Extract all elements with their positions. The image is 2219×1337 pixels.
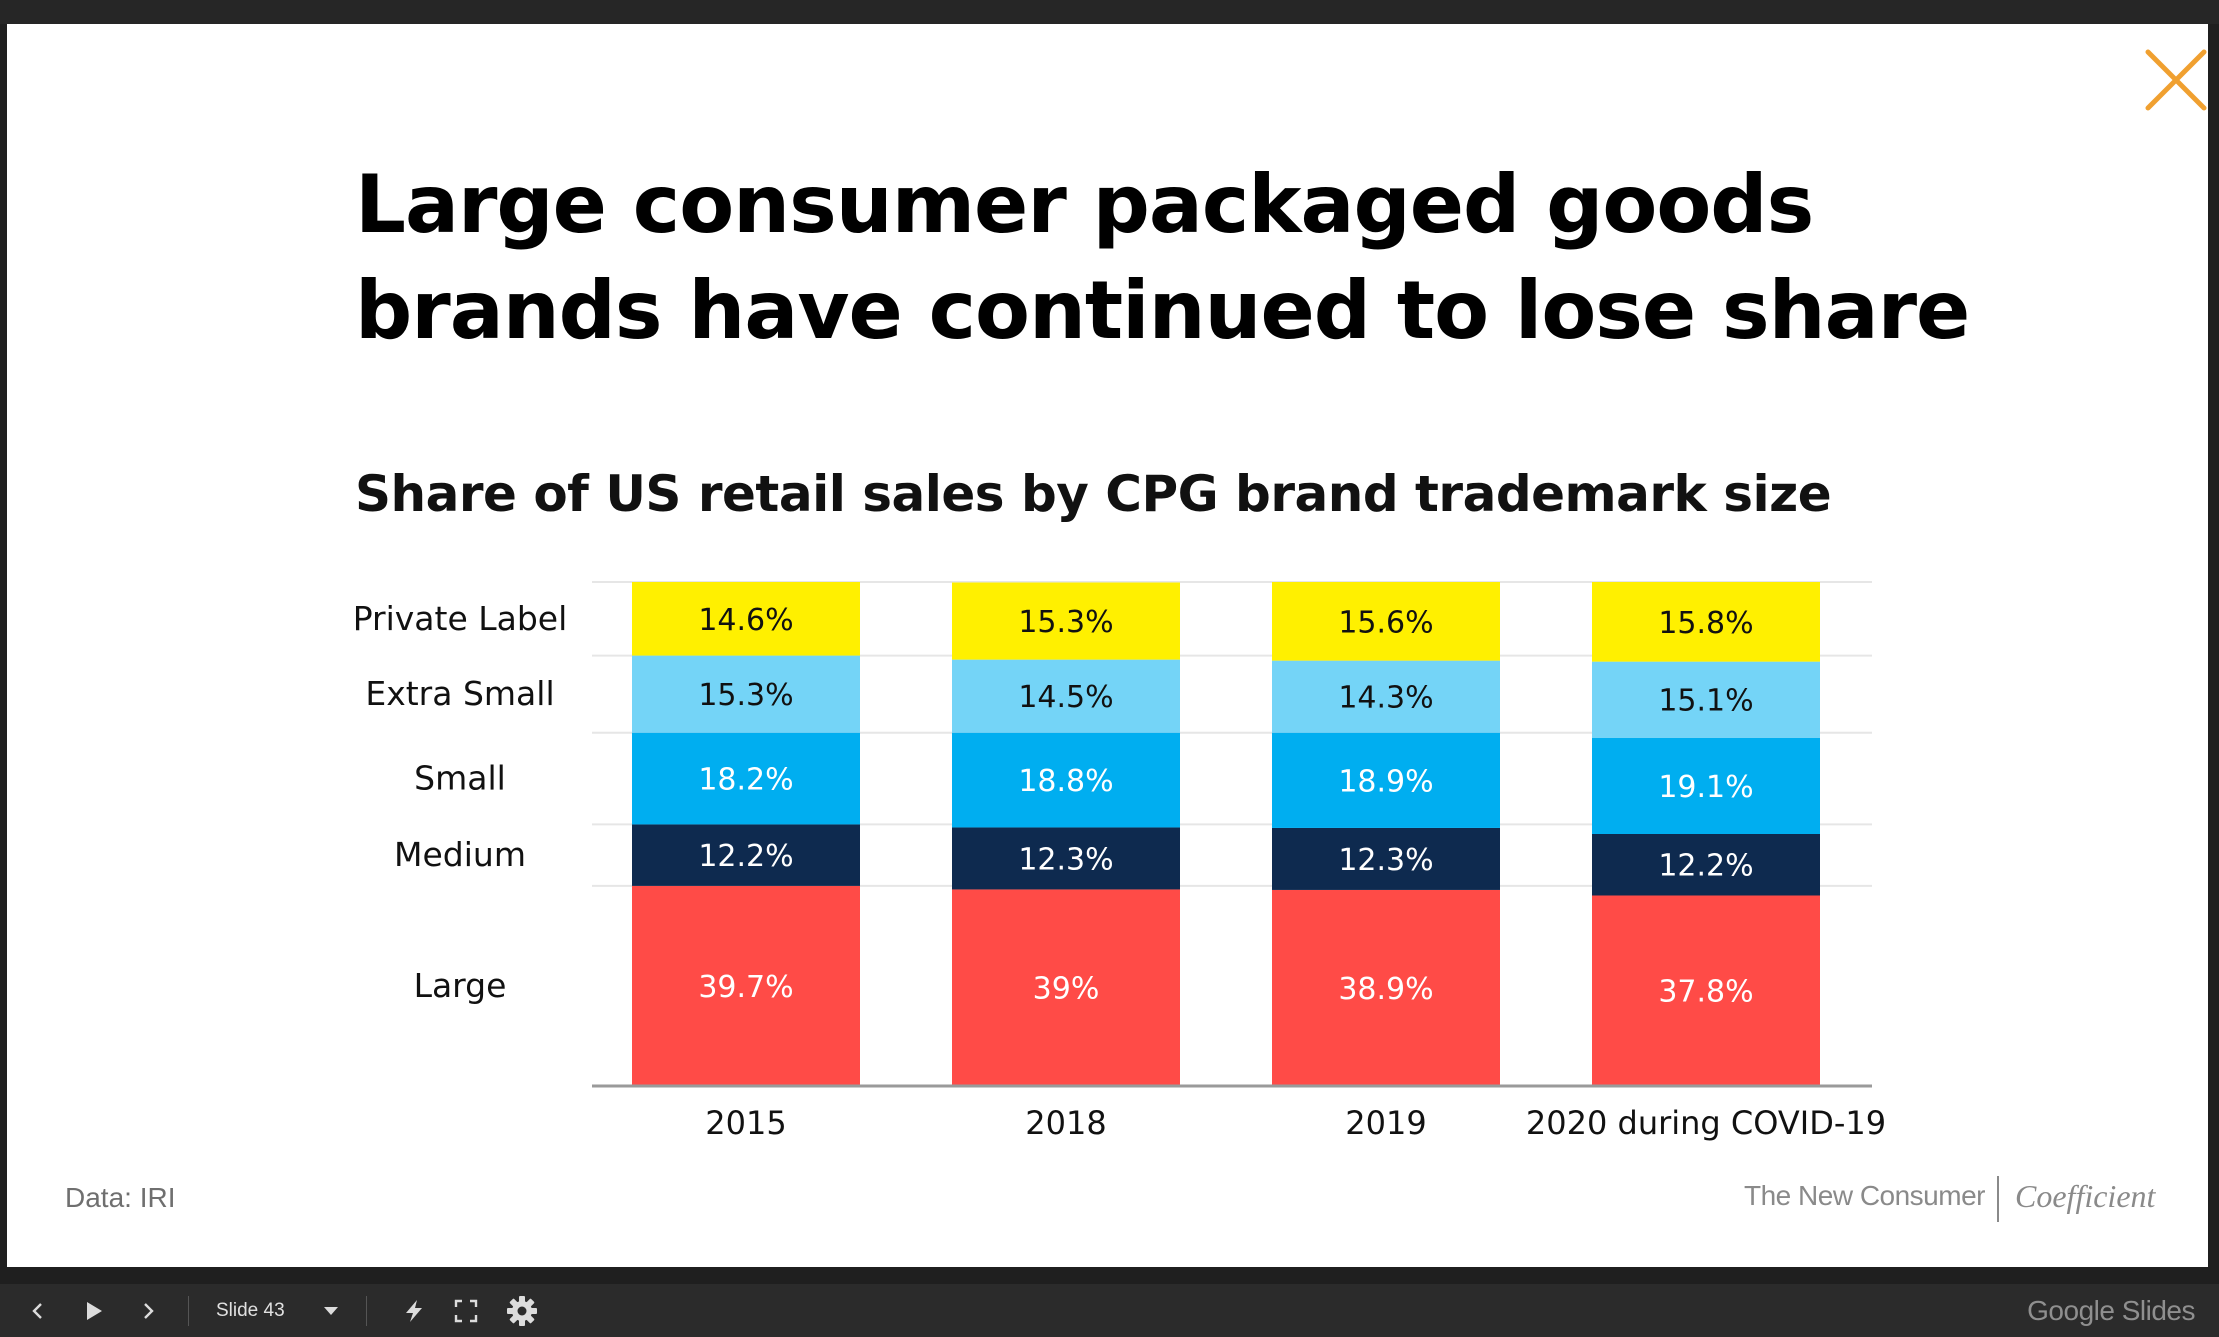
bar-segment: [952, 889, 1180, 1086]
google-slides-logo: Google Slides: [2027, 1295, 2195, 1326]
x-tick-label: 2018: [1025, 1104, 1106, 1142]
brand-coefficient: Coefficient: [2015, 1178, 2156, 1214]
bar-segment: [632, 582, 860, 656]
laser-pointer-button[interactable]: [392, 1284, 436, 1337]
slide: Large consumer packaged goods brands hav…: [7, 24, 2208, 1267]
data-label: 15.8%: [1658, 606, 1753, 641]
previous-button[interactable]: [18, 1284, 58, 1337]
bar-segment: [1272, 660, 1500, 733]
bar-segment: [952, 827, 1180, 890]
data-label: 12.3%: [1338, 843, 1433, 878]
controls-separator: [188, 1296, 189, 1326]
bar-segment: [632, 824, 860, 886]
brand-divider: [1997, 1176, 1999, 1222]
data-label: 18.2%: [698, 763, 793, 798]
controls-separator: [366, 1296, 367, 1326]
data-label: 15.3%: [698, 678, 793, 713]
viewer-top-bar: [0, 0, 2219, 24]
laser-pointer-icon: [406, 1299, 422, 1322]
legend-label: Small: [414, 759, 506, 798]
data-label: 12.2%: [1658, 849, 1753, 884]
bar-segment: [1592, 834, 1820, 896]
chart-subtitle: Share of US retail sales by CPG brand tr…: [355, 465, 1832, 523]
x-tick-label: 2020 during COVID-19: [1526, 1104, 1886, 1142]
data-label: 38.9%: [1338, 972, 1433, 1007]
x-tick-label: 2015: [705, 1104, 786, 1142]
data-label: 15.6%: [1338, 605, 1433, 640]
data-label: 37.8%: [1658, 975, 1753, 1010]
source-note: Data: IRI: [65, 1182, 176, 1213]
bar-segment: [632, 655, 860, 733]
data-label: 39%: [1033, 972, 1100, 1007]
play-icon: [87, 1301, 102, 1320]
data-label: 14.3%: [1338, 681, 1433, 716]
slide-select-dropdown[interactable]: [316, 1284, 346, 1337]
slide-number-label[interactable]: Slide 43: [216, 1300, 285, 1321]
settings-icon: [507, 1295, 537, 1326]
bar-segment: [1272, 582, 1500, 661]
bar-segment: [952, 659, 1180, 733]
bar-segment: [952, 582, 1180, 660]
data-label: 14.6%: [698, 603, 793, 638]
presentation-controls: Slide 43 Google Slides: [0, 1284, 2219, 1337]
legend-label: Medium: [394, 835, 526, 874]
slide-title-line-2: brands have continued to lose share: [355, 264, 1970, 357]
close-button[interactable]: [2140, 44, 2208, 116]
next-button[interactable]: [128, 1284, 168, 1337]
fullscreen-button[interactable]: [446, 1284, 486, 1337]
bar-segment: [1592, 737, 1820, 834]
x-tick-label: 2019: [1345, 1104, 1426, 1142]
bar-segment: [1272, 889, 1500, 1086]
bar-segment: [1272, 732, 1500, 828]
next-icon: [144, 1302, 154, 1319]
data-label: 12.3%: [1018, 842, 1113, 877]
slide-title: Large consumer packaged goods brands hav…: [355, 152, 2055, 364]
bar-segment: [1272, 827, 1500, 890]
data-label: 39.7%: [698, 970, 793, 1005]
data-label: 18.8%: [1018, 764, 1113, 799]
bar-segment: [952, 732, 1180, 828]
data-label: 14.5%: [1018, 680, 1113, 715]
data-label: 19.1%: [1658, 770, 1753, 805]
play-button[interactable]: [72, 1284, 116, 1337]
data-label: 15.1%: [1658, 684, 1753, 719]
previous-icon: [32, 1302, 42, 1319]
settings-button[interactable]: [500, 1284, 544, 1337]
data-label: 18.9%: [1338, 764, 1433, 799]
bar-segment: [1592, 895, 1820, 1086]
data-label: 15.3%: [1018, 605, 1113, 640]
legend-label: Large: [414, 966, 507, 1005]
fullscreen-icon: [454, 1299, 478, 1322]
bar-segment: [632, 732, 860, 825]
bar-segment: [632, 885, 860, 1086]
chevron-down-icon: [324, 1306, 338, 1315]
legend-label: Private Label: [353, 599, 568, 638]
slide-title-line-1: Large consumer packaged goods: [355, 158, 1814, 251]
bar-segment: [1592, 582, 1820, 662]
close-icon: [2145, 49, 2207, 111]
data-label: 12.2%: [698, 839, 793, 874]
legend-label: Extra Small: [365, 674, 554, 713]
brand-the-new-consumer: The New Consumer: [1744, 1180, 1985, 1211]
stacked-bar-chart: 39.7% 12.2% 18.2% 15.3% 14.6% 2015 39% 12.3% 18.…: [353, 581, 1886, 1142]
bar-segment: [1592, 661, 1820, 738]
